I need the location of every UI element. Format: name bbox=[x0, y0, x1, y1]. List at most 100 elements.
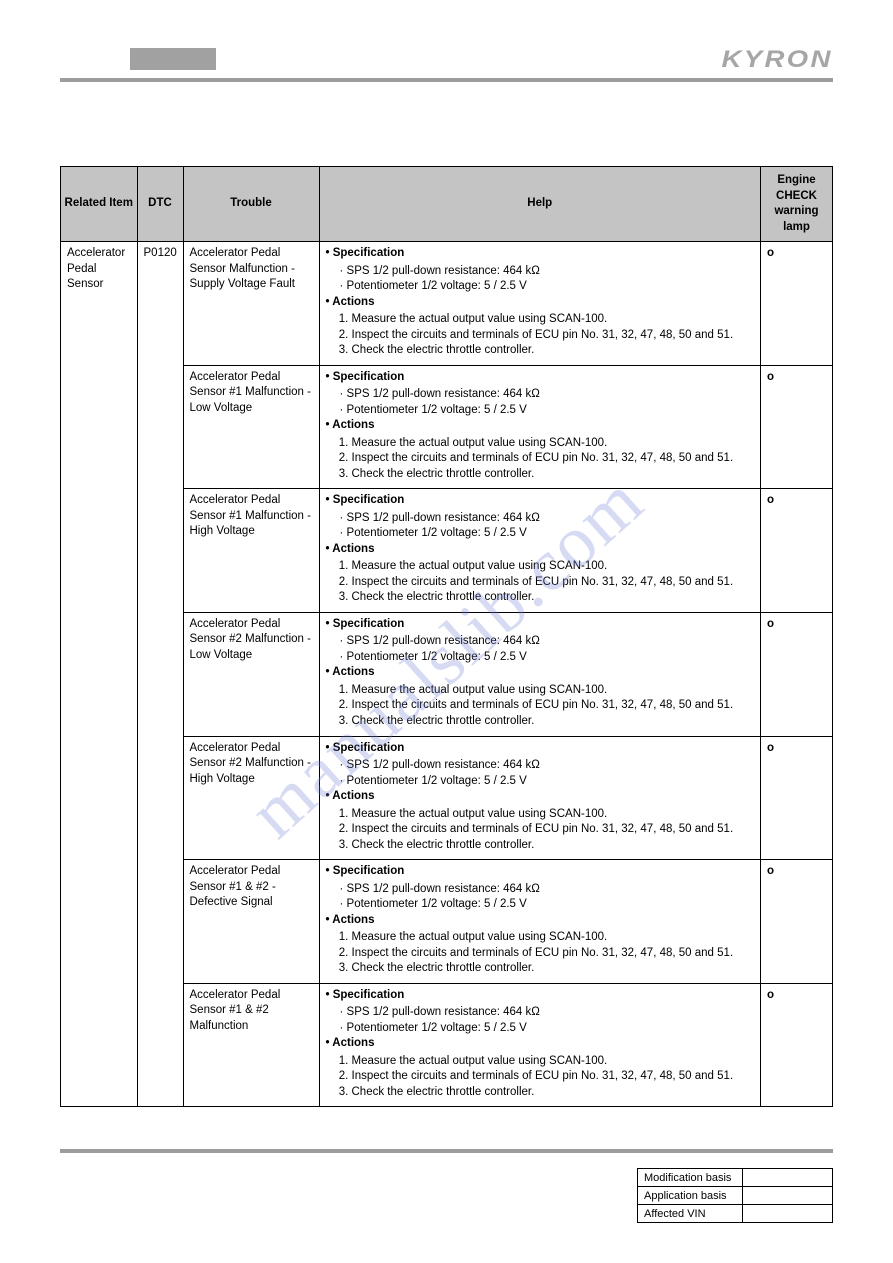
help-action-item: Measure the actual output value using SC… bbox=[352, 683, 755, 699]
help-actions-head: • Actions bbox=[326, 542, 755, 558]
help-spec-list: SPS 1/2 pull-down resistance: 464 kΩPote… bbox=[326, 264, 755, 295]
cell-help: • SpecificationSPS 1/2 pull-down resista… bbox=[319, 365, 761, 489]
help-action-item: Check the electric throttle controller. bbox=[352, 590, 755, 606]
help-action-item: Measure the actual output value using SC… bbox=[352, 559, 755, 575]
header-gray-block bbox=[130, 48, 216, 70]
help-actions-list: Measure the actual output value using SC… bbox=[326, 1054, 755, 1101]
help-spec-item: SPS 1/2 pull-down resistance: 464 kΩ bbox=[340, 1005, 755, 1021]
help-action-item: Measure the actual output value using SC… bbox=[352, 1054, 755, 1070]
help-spec-list: SPS 1/2 pull-down resistance: 464 kΩPote… bbox=[326, 511, 755, 542]
help-spec-head: • Specification bbox=[326, 864, 755, 880]
help-actions-list: Measure the actual output value using SC… bbox=[326, 312, 755, 359]
help-action-item: Check the electric throttle controller. bbox=[352, 1085, 755, 1101]
footer-label: Affected VIN bbox=[638, 1205, 743, 1223]
footer-value bbox=[743, 1169, 833, 1187]
cell-help: • Specification SPS 1/2 pull-down resista… bbox=[319, 489, 761, 613]
help-spec-item: Potentiometer 1/2 voltage: 5 / 2.5 V bbox=[340, 403, 755, 419]
help-spec-item: SPS 1/2 pull-down resistance: 464 kΩ bbox=[340, 511, 755, 527]
cell-help: • SpecificationSPS 1/2 pull-down resista… bbox=[319, 983, 761, 1107]
help-actions-head: • Actions bbox=[326, 789, 755, 805]
help-spec-item: SPS 1/2 pull-down resistance: 464 kΩ bbox=[340, 758, 755, 774]
help-spec-item: Potentiometer 1/2 voltage: 5 / 2.5 V bbox=[340, 774, 755, 790]
cell-help: • Specification SPS 1/2 pull-down resista… bbox=[319, 860, 761, 984]
help-action-item: Inspect the circuits and terminals of EC… bbox=[352, 451, 755, 467]
help-action-item: Check the electric throttle controller. bbox=[352, 961, 755, 977]
dtc-table-container: Related Item DTC Trouble Help Engine CHE… bbox=[60, 166, 833, 1107]
page-header: KYRON bbox=[60, 48, 833, 86]
cell-trouble: Accelerator Pedal Sensor #1 & #2 Malfunc… bbox=[183, 983, 319, 1107]
help-spec-head: • Specification bbox=[326, 370, 755, 386]
cell-trouble: Accelerator Pedal Sensor #1 Malfunction … bbox=[183, 365, 319, 489]
help-spec-head: • Specification bbox=[326, 741, 755, 757]
col-help: Help bbox=[319, 167, 761, 242]
dtc-table-head: Related Item DTC Trouble Help Engine CHE… bbox=[61, 167, 833, 242]
help-actions-head: • Actions bbox=[326, 1036, 755, 1052]
footer-row: Affected VIN bbox=[638, 1205, 833, 1223]
cell-help: • SpecificationSPS 1/2 pull-down resista… bbox=[319, 612, 761, 736]
help-action-item: Measure the actual output value using SC… bbox=[352, 312, 755, 328]
dtc-table: Related Item DTC Trouble Help Engine CHE… bbox=[61, 167, 833, 1107]
help-action-item: Check the electric throttle controller. bbox=[352, 343, 755, 359]
col-related-item: Related Item bbox=[61, 167, 137, 242]
brand-logo: KYRON bbox=[722, 46, 833, 74]
help-spec-item: Potentiometer 1/2 voltage: 5 / 2.5 V bbox=[340, 1021, 755, 1037]
help-spec-item: SPS 1/2 pull-down resistance: 464 kΩ bbox=[340, 882, 755, 898]
dtc-table-body: Accelerator Pedal SensorP0120Accelerator… bbox=[61, 242, 833, 1107]
cell-help: • Specification SPS 1/2 pull-down resista… bbox=[319, 242, 761, 366]
cell-engine-check: o bbox=[761, 365, 833, 489]
help-actions-head: • Actions bbox=[326, 295, 755, 311]
cell-engine-check: o bbox=[761, 612, 833, 736]
help-spec-list: SPS 1/2 pull-down resistance: 464 kΩPote… bbox=[326, 634, 755, 665]
table-row: Accelerator Pedal SensorP0120Accelerator… bbox=[61, 242, 833, 366]
col-dtc: DTC bbox=[137, 167, 183, 242]
cell-help: • SpecificationSPS 1/2 pull-down resista… bbox=[319, 736, 761, 860]
col-engine-check: Engine CHECK warning lamp bbox=[761, 167, 833, 242]
help-actions-list: Measure the actual output value using SC… bbox=[326, 559, 755, 606]
help-spec-item: Potentiometer 1/2 voltage: 5 / 2.5 V bbox=[340, 526, 755, 542]
footer-row: Modification basis bbox=[638, 1169, 833, 1187]
cell-trouble: Accelerator Pedal Sensor #1 Malfunction … bbox=[183, 489, 319, 613]
help-actions-list: Measure the actual output value using SC… bbox=[326, 930, 755, 977]
help-spec-list: SPS 1/2 pull-down resistance: 464 kΩPote… bbox=[326, 387, 755, 418]
help-action-item: Inspect the circuits and terminals of EC… bbox=[352, 698, 755, 714]
help-action-item: Check the electric throttle controller. bbox=[352, 714, 755, 730]
footer-row: Application basis bbox=[638, 1187, 833, 1205]
help-spec-list: SPS 1/2 pull-down resistance: 464 kΩPote… bbox=[326, 882, 755, 913]
footer-info-box: Modification basisApplication basisAffec… bbox=[637, 1168, 833, 1223]
footer-label: Modification basis bbox=[638, 1169, 743, 1187]
help-spec-item: Potentiometer 1/2 voltage: 5 / 2.5 V bbox=[340, 650, 755, 666]
help-spec-item: SPS 1/2 pull-down resistance: 464 kΩ bbox=[340, 264, 755, 280]
help-action-item: Check the electric throttle controller. bbox=[352, 467, 755, 483]
cell-related-item: Accelerator Pedal Sensor bbox=[61, 242, 137, 1107]
help-spec-list: SPS 1/2 pull-down resistance: 464 kΩPote… bbox=[326, 1005, 755, 1036]
help-spec-item: Potentiometer 1/2 voltage: 5 / 2.5 V bbox=[340, 897, 755, 913]
col-trouble: Trouble bbox=[183, 167, 319, 242]
cell-engine-check: o bbox=[761, 489, 833, 613]
help-action-item: Measure the actual output value using SC… bbox=[352, 930, 755, 946]
help-spec-item: SPS 1/2 pull-down resistance: 464 kΩ bbox=[340, 634, 755, 650]
help-action-item: Measure the actual output value using SC… bbox=[352, 807, 755, 823]
cell-trouble: Accelerator Pedal Sensor #1 & #2 - Defec… bbox=[183, 860, 319, 984]
cell-trouble: Accelerator Pedal Sensor Malfunction - S… bbox=[183, 242, 319, 366]
help-action-item: Measure the actual output value using SC… bbox=[352, 436, 755, 452]
help-action-item: Inspect the circuits and terminals of EC… bbox=[352, 328, 755, 344]
help-spec-head: • Specification bbox=[326, 246, 755, 262]
cell-trouble: Accelerator Pedal Sensor #2 Malfunction … bbox=[183, 612, 319, 736]
help-actions-list: Measure the actual output value using SC… bbox=[326, 807, 755, 854]
help-spec-head: • Specification bbox=[326, 988, 755, 1004]
footer-value bbox=[743, 1205, 833, 1223]
help-spec-item: Potentiometer 1/2 voltage: 5 / 2.5 V bbox=[340, 279, 755, 295]
help-actions-head: • Actions bbox=[326, 913, 755, 929]
footer-value bbox=[743, 1187, 833, 1205]
help-spec-head: • Specification bbox=[326, 493, 755, 509]
cell-engine-check: o bbox=[761, 736, 833, 860]
footer-label: Application basis bbox=[638, 1187, 743, 1205]
help-spec-list: SPS 1/2 pull-down resistance: 464 kΩPote… bbox=[326, 758, 755, 789]
help-actions-list: Measure the actual output value using SC… bbox=[326, 436, 755, 483]
help-spec-head: • Specification bbox=[326, 617, 755, 633]
help-spec-item: SPS 1/2 pull-down resistance: 464 kΩ bbox=[340, 387, 755, 403]
help-action-item: Inspect the circuits and terminals of EC… bbox=[352, 946, 755, 962]
help-action-item: Inspect the circuits and terminals of EC… bbox=[352, 575, 755, 591]
cell-engine-check: o bbox=[761, 242, 833, 366]
help-actions-list: Measure the actual output value using SC… bbox=[326, 683, 755, 730]
